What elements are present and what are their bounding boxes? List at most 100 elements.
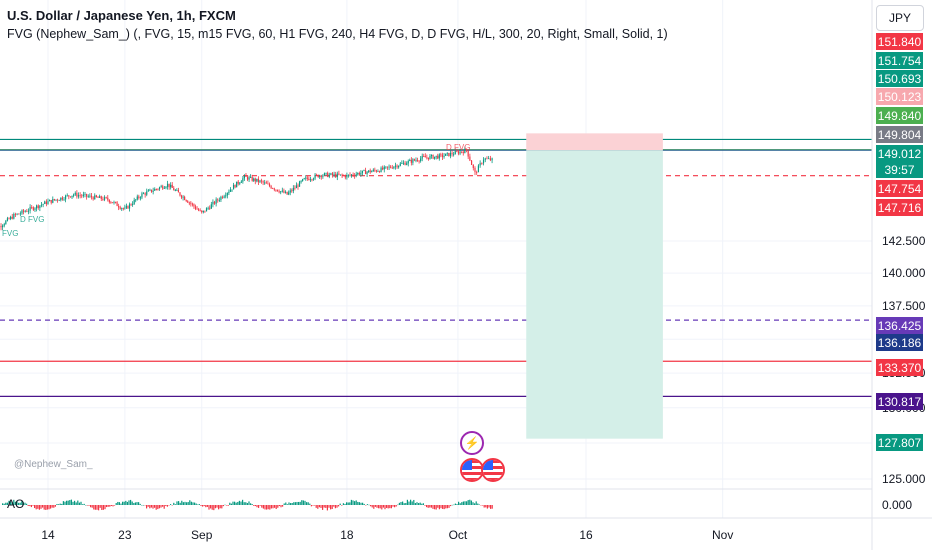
ao-indicator-label[interactable]: AO <box>7 497 25 511</box>
price-badge: 150.693 <box>876 70 923 87</box>
candle-body <box>107 197 109 200</box>
ao-bar <box>48 505 50 510</box>
x-tick-label: Nov <box>711 528 734 542</box>
ao-bar <box>85 504 87 506</box>
candle-body <box>268 183 271 187</box>
candle-body <box>474 168 476 173</box>
ao-bar <box>69 500 71 505</box>
candle-body <box>113 201 115 203</box>
ao-bar <box>261 505 263 508</box>
candle-body <box>421 156 423 159</box>
indicator-legend[interactable]: FVG (Nephew_Sam_) (, FVG, 15, m15 FVG, 6… <box>7 27 668 41</box>
fvg-label: FVG <box>2 229 18 238</box>
ao-bar <box>306 502 308 505</box>
ao-bar <box>466 501 468 505</box>
candle-body <box>330 173 332 175</box>
ao-bar <box>27 505 29 506</box>
ao-bar <box>142 504 144 506</box>
price-badge: 133.370 <box>876 359 923 376</box>
candle-body <box>314 174 316 179</box>
ao-bar <box>453 504 455 506</box>
us-flag-event-icon[interactable] <box>481 458 505 482</box>
ao-bar <box>410 499 412 505</box>
ao-bar <box>192 502 194 505</box>
ao-bar <box>166 505 168 507</box>
ao-bar <box>256 505 258 508</box>
candle-body <box>470 160 473 166</box>
ao-bar <box>122 501 124 505</box>
candle-body <box>215 199 217 204</box>
x-tick-label: Sep <box>191 528 213 542</box>
candle-body <box>306 177 308 179</box>
candle-body <box>209 207 211 209</box>
candle-body <box>147 190 149 192</box>
horizontal-levels <box>0 138 872 397</box>
ao-bar <box>291 502 293 505</box>
ao-bar <box>248 501 250 505</box>
ao-bar <box>158 505 160 509</box>
candle-body <box>187 201 189 203</box>
ao-bar <box>382 505 384 508</box>
ao-bar <box>304 500 306 505</box>
candle-body <box>37 205 39 208</box>
candle-body <box>256 178 258 182</box>
ao-bar <box>480 505 482 506</box>
candle-body <box>6 218 9 221</box>
ao-bar <box>235 502 237 505</box>
ao-bar <box>123 501 125 505</box>
candle-body <box>354 175 356 177</box>
candle-body <box>323 173 326 176</box>
ao-bar <box>218 505 220 510</box>
candle-body <box>289 190 291 193</box>
ao-bar <box>392 505 394 507</box>
candle-body <box>260 180 263 182</box>
candle-body <box>325 172 327 174</box>
ao-bar <box>469 499 471 505</box>
candle-body <box>438 154 440 159</box>
ao-bar <box>397 504 399 506</box>
symbol-title[interactable]: U.S. Dollar / Japanese Yen, 1h, FXCM <box>7 8 236 23</box>
ao-bar <box>283 503 285 505</box>
y-tick-label: 125.000 <box>882 472 926 486</box>
candle-body <box>254 178 256 182</box>
ao-bar <box>258 505 260 508</box>
candle-body <box>300 181 302 182</box>
ao-bar <box>203 505 205 507</box>
position-stop-zone <box>526 133 663 151</box>
ao-bar <box>117 501 119 505</box>
currency-button[interactable]: JPY <box>876 5 924 31</box>
ao-bar <box>307 502 309 505</box>
ao-bar <box>115 503 117 505</box>
candle-body <box>309 179 312 181</box>
ao-bar <box>54 505 56 507</box>
candle-body <box>97 196 99 198</box>
candle-body <box>168 183 170 188</box>
ao-bar <box>189 500 191 505</box>
ao-bar <box>464 501 466 505</box>
candle-body <box>196 208 198 210</box>
candle-body <box>228 191 230 194</box>
ao-bar <box>333 505 335 507</box>
ao-bar <box>486 505 488 509</box>
price-badge: 150.123 <box>876 88 923 105</box>
candle-body <box>491 158 493 161</box>
candle-body <box>437 155 439 159</box>
candle-body <box>191 203 194 205</box>
candle-body <box>462 151 464 154</box>
ao-bar <box>432 505 434 509</box>
candle-body <box>302 179 304 182</box>
candle-body <box>377 171 379 173</box>
candle-body <box>430 155 433 156</box>
candle-body <box>435 155 437 157</box>
candle-body <box>335 174 337 178</box>
candle-body <box>250 176 252 178</box>
ao-bar <box>90 505 92 508</box>
ao-bar <box>150 505 152 508</box>
candle-body <box>118 206 120 208</box>
candle-body <box>127 206 129 209</box>
lightning-icon[interactable]: ⚡ <box>460 431 484 455</box>
ao-bar <box>214 505 216 509</box>
ao-bar <box>334 505 336 509</box>
ao-bar <box>232 501 234 505</box>
